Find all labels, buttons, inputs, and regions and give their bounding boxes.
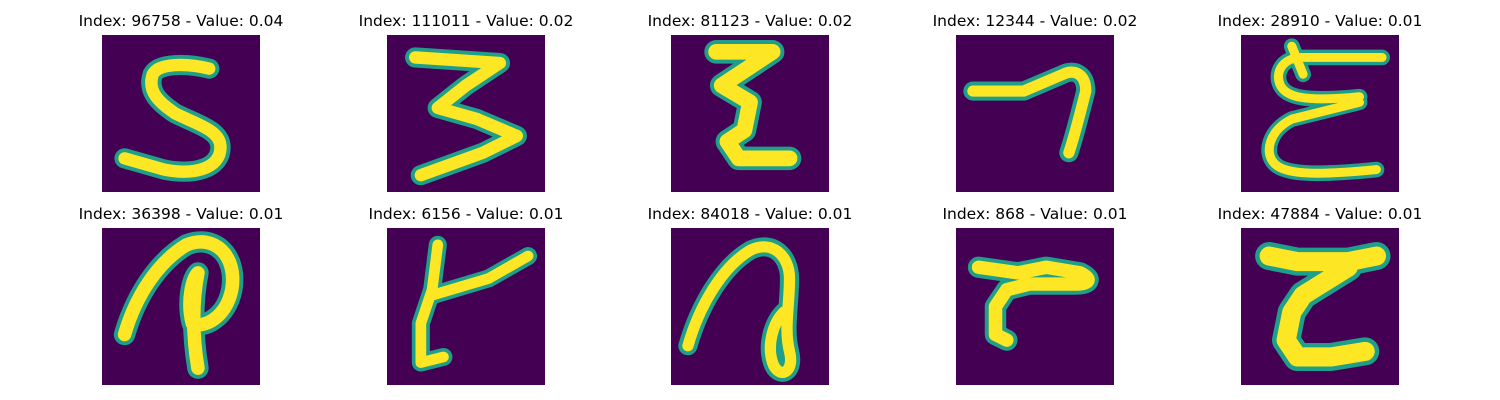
panel-title: Index: 868 - Value: 0.01 — [942, 205, 1128, 223]
panel-title: Index: 81123 - Value: 0.02 — [647, 12, 853, 30]
epsilon-like-image — [1241, 35, 1399, 192]
panel-title: Index: 36398 - Value: 0.01 — [78, 205, 284, 223]
loop-glyph-image — [671, 228, 829, 385]
panel-title: Index: 111011 - Value: 0.02 — [358, 12, 574, 30]
panel-title: Index: 28910 - Value: 0.01 — [1217, 12, 1423, 30]
r-like-glyph-image — [956, 228, 1114, 385]
digit-7-like-image — [956, 35, 1114, 192]
t-like-glyph-image — [387, 228, 545, 385]
panel-title: Index: 96758 - Value: 0.04 — [78, 12, 284, 30]
digit-3-like-image — [387, 35, 545, 192]
panel-title: Index: 12344 - Value: 0.02 — [932, 12, 1138, 30]
panel-title: Index: 84018 - Value: 0.01 — [647, 205, 853, 223]
panel-title: Index: 47884 - Value: 0.01 — [1217, 205, 1423, 223]
zigzag-glyph-image — [671, 35, 829, 192]
z-like-glyph-image — [1241, 228, 1399, 385]
digit-5-like-image — [102, 35, 260, 192]
loop-p-glyph-image — [102, 228, 260, 385]
panel-title: Index: 6156 - Value: 0.01 — [368, 205, 564, 223]
